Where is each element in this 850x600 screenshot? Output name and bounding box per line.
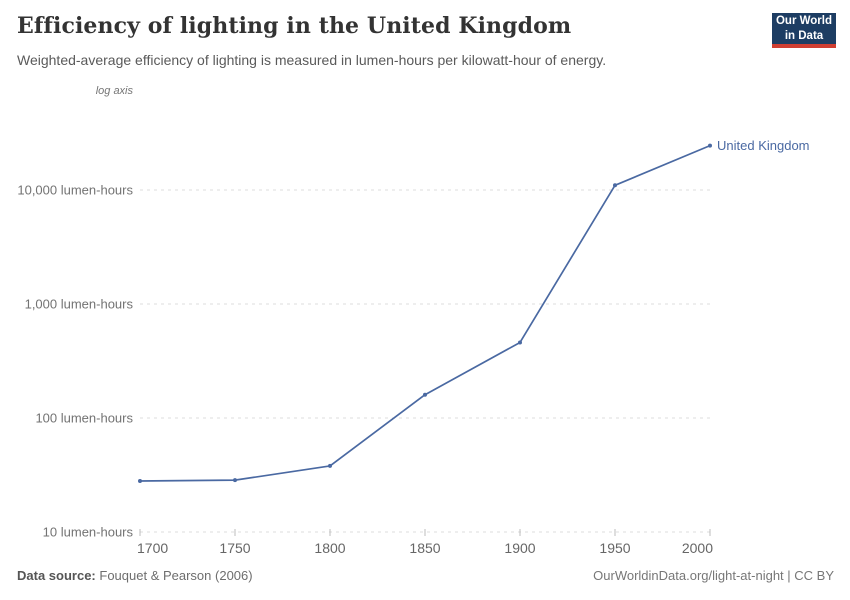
- data-source: Data source: Fouquet & Pearson (2006): [17, 568, 253, 583]
- y-axis-label: 100 lumen-hours: [35, 411, 133, 426]
- x-axis-label: 2000: [682, 540, 713, 556]
- x-axis-label: 1950: [599, 540, 630, 556]
- log-axis-note: log axis: [95, 85, 133, 97]
- owid-logo-line1: Our World: [775, 15, 832, 28]
- x-axis-label: 1700: [137, 540, 168, 556]
- owid-logo[interactable]: Our World in Data: [772, 13, 836, 48]
- data-source-label: Data source:: [17, 568, 96, 583]
- y-axis-label: 1,000 lumen-hours: [25, 297, 134, 312]
- data-line[interactable]: [139, 144, 711, 482]
- x-axis-label: 1750: [219, 540, 250, 556]
- data-point[interactable]: [613, 183, 617, 188]
- x-axis-label: 1800: [314, 540, 345, 556]
- y-axis-label: 10,000 lumen-hours: [17, 183, 133, 198]
- owid-logo-line2: in Data: [784, 29, 824, 42]
- chart-footer: Data source: Fouquet & Pearson (2006) Ou…: [17, 568, 834, 583]
- data-source-value: Fouquet & Pearson (2006): [99, 568, 253, 583]
- data-point[interactable]: [423, 392, 427, 397]
- chart-subtitle: Weighted-average efficiency of lighting …: [17, 52, 607, 68]
- data-point[interactable]: [233, 478, 237, 483]
- data-point[interactable]: [138, 479, 142, 484]
- data-point[interactable]: [708, 143, 712, 148]
- y-axis-label: 10 lumen-hours: [43, 525, 134, 540]
- data-point[interactable]: [518, 340, 522, 345]
- x-axis-label: 1900: [504, 540, 535, 556]
- x-axis-label: 1850: [409, 540, 440, 556]
- data-point[interactable]: [328, 463, 332, 468]
- chart-title: Efficiency of lighting in the United Kin…: [17, 13, 572, 39]
- series-label[interactable]: United Kingdom: [717, 138, 810, 153]
- credit-link[interactable]: OurWorldinData.org/light-at-night | CC B…: [593, 568, 834, 583]
